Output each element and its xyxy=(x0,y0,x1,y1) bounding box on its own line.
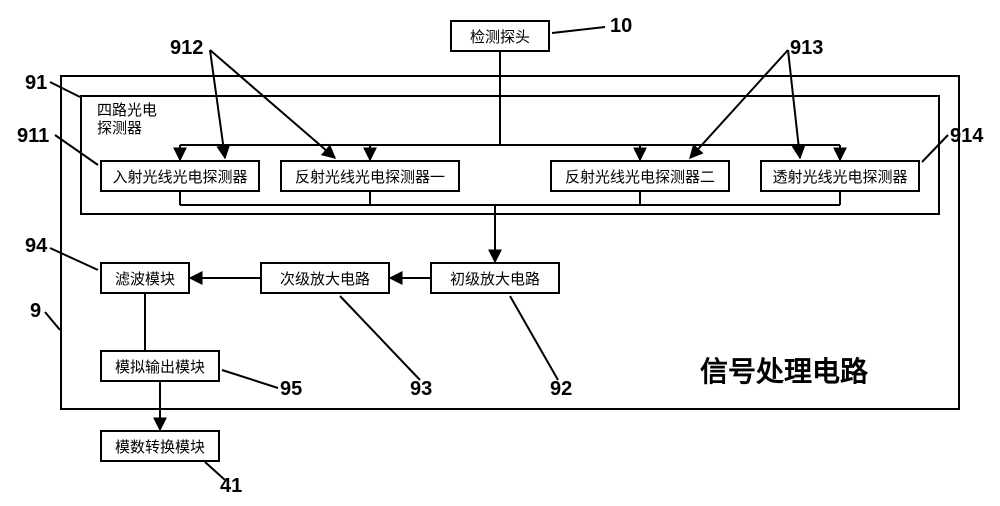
secondary-amp-box: 次级放大电路 xyxy=(260,262,390,294)
num-93: 93 xyxy=(410,378,432,401)
filter-box: 滤波模块 xyxy=(100,262,190,294)
num-41: 41 xyxy=(220,475,242,498)
detector-through: 透射光线光电探测器 xyxy=(760,160,920,192)
num-10: 10 xyxy=(610,15,632,38)
four-channel-label: 四路光电 探测器 xyxy=(95,102,159,138)
num-911: 911 xyxy=(17,125,49,148)
num-9: 9 xyxy=(30,300,41,323)
num-92: 92 xyxy=(550,378,572,401)
detector-reflected-2: 反射光线光电探测器二 xyxy=(550,160,730,192)
detector-reflected-1: 反射光线光电探测器一 xyxy=(280,160,460,192)
detector-incident: 入射光线光电探测器 xyxy=(100,160,260,192)
probe-box: 检测探头 xyxy=(450,20,550,52)
signal-processing-label: 信号处理电路 xyxy=(700,350,868,390)
adc-box: 模数转换模块 xyxy=(100,430,220,462)
num-912: 912 xyxy=(170,37,203,60)
num-91: 91 xyxy=(25,72,47,95)
analog-out-box: 模拟输出模块 xyxy=(100,350,220,382)
num-94: 94 xyxy=(25,235,47,258)
num-914: 914 xyxy=(950,125,983,148)
primary-amp-box: 初级放大电路 xyxy=(430,262,560,294)
num-913: 913 xyxy=(790,37,823,60)
num-95: 95 xyxy=(280,378,302,401)
four-channel-detector-container xyxy=(80,95,940,215)
